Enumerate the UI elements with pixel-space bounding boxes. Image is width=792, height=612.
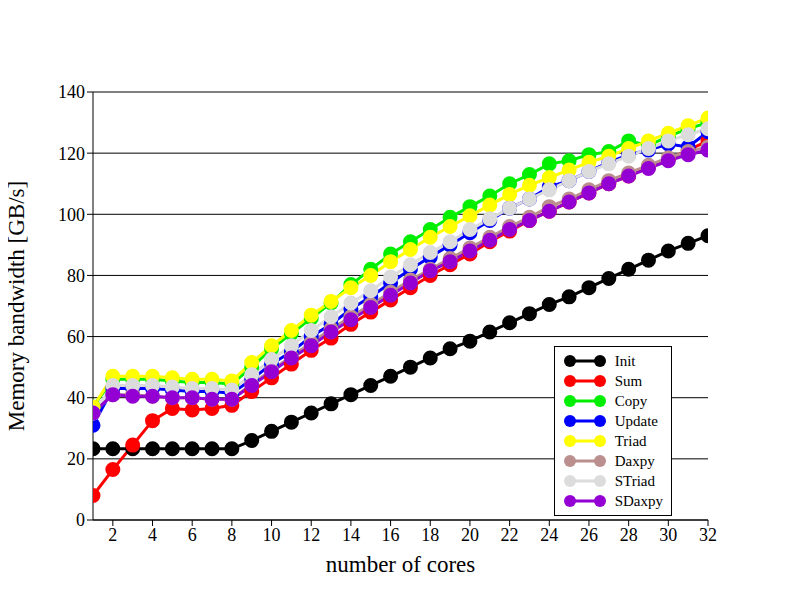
svg-text:120: 120 <box>58 144 85 164</box>
svg-text:Memory bandwidth [GB/s]: Memory bandwidth [GB/s] <box>8 181 29 431</box>
html-text:Daxpy: Daxpy <box>614 452 655 469</box>
svg-text:6: 6 <box>188 525 197 545</box>
svg-text:12: 12 <box>302 525 320 545</box>
svg-text:40: 40 <box>67 388 85 408</box>
svg-text:100: 100 <box>58 205 85 225</box>
html-text:Copy: Copy <box>614 392 648 409</box>
svg-text:20: 20 <box>67 449 85 469</box>
svg-text:26: 26 <box>580 525 598 545</box>
svg-text:8: 8 <box>227 525 236 545</box>
svg-text:20: 20 <box>461 525 479 545</box>
svg-text:0: 0 <box>76 510 85 530</box>
svg-text:2: 2 <box>108 525 117 545</box>
svg-text:10: 10 <box>263 525 281 545</box>
html-text:STriad: STriad <box>614 472 655 489</box>
svg-text:60: 60 <box>67 327 85 347</box>
svg-text:number of cores: number of cores <box>326 552 475 577</box>
svg-text:16: 16 <box>382 525 400 545</box>
svg-text:24: 24 <box>540 525 558 545</box>
html-text:Update: Update <box>614 412 658 429</box>
html-text:Triad: Triad <box>614 432 647 449</box>
svg-text:4: 4 <box>148 525 157 545</box>
html-text:Sum: Sum <box>614 372 643 389</box>
svg-text:30: 30 <box>659 525 677 545</box>
html-text:Init: Init <box>614 352 636 369</box>
svg-text:140: 140 <box>58 82 85 102</box>
svg-text:28: 28 <box>620 525 638 545</box>
svg-text:22: 22 <box>501 525 519 545</box>
svg-text:32: 32 <box>699 525 717 545</box>
html-text:SDaxpy: SDaxpy <box>614 492 663 509</box>
svg-text:80: 80 <box>67 266 85 286</box>
svg-text:14: 14 <box>342 525 360 545</box>
svg-text:18: 18 <box>421 525 439 545</box>
